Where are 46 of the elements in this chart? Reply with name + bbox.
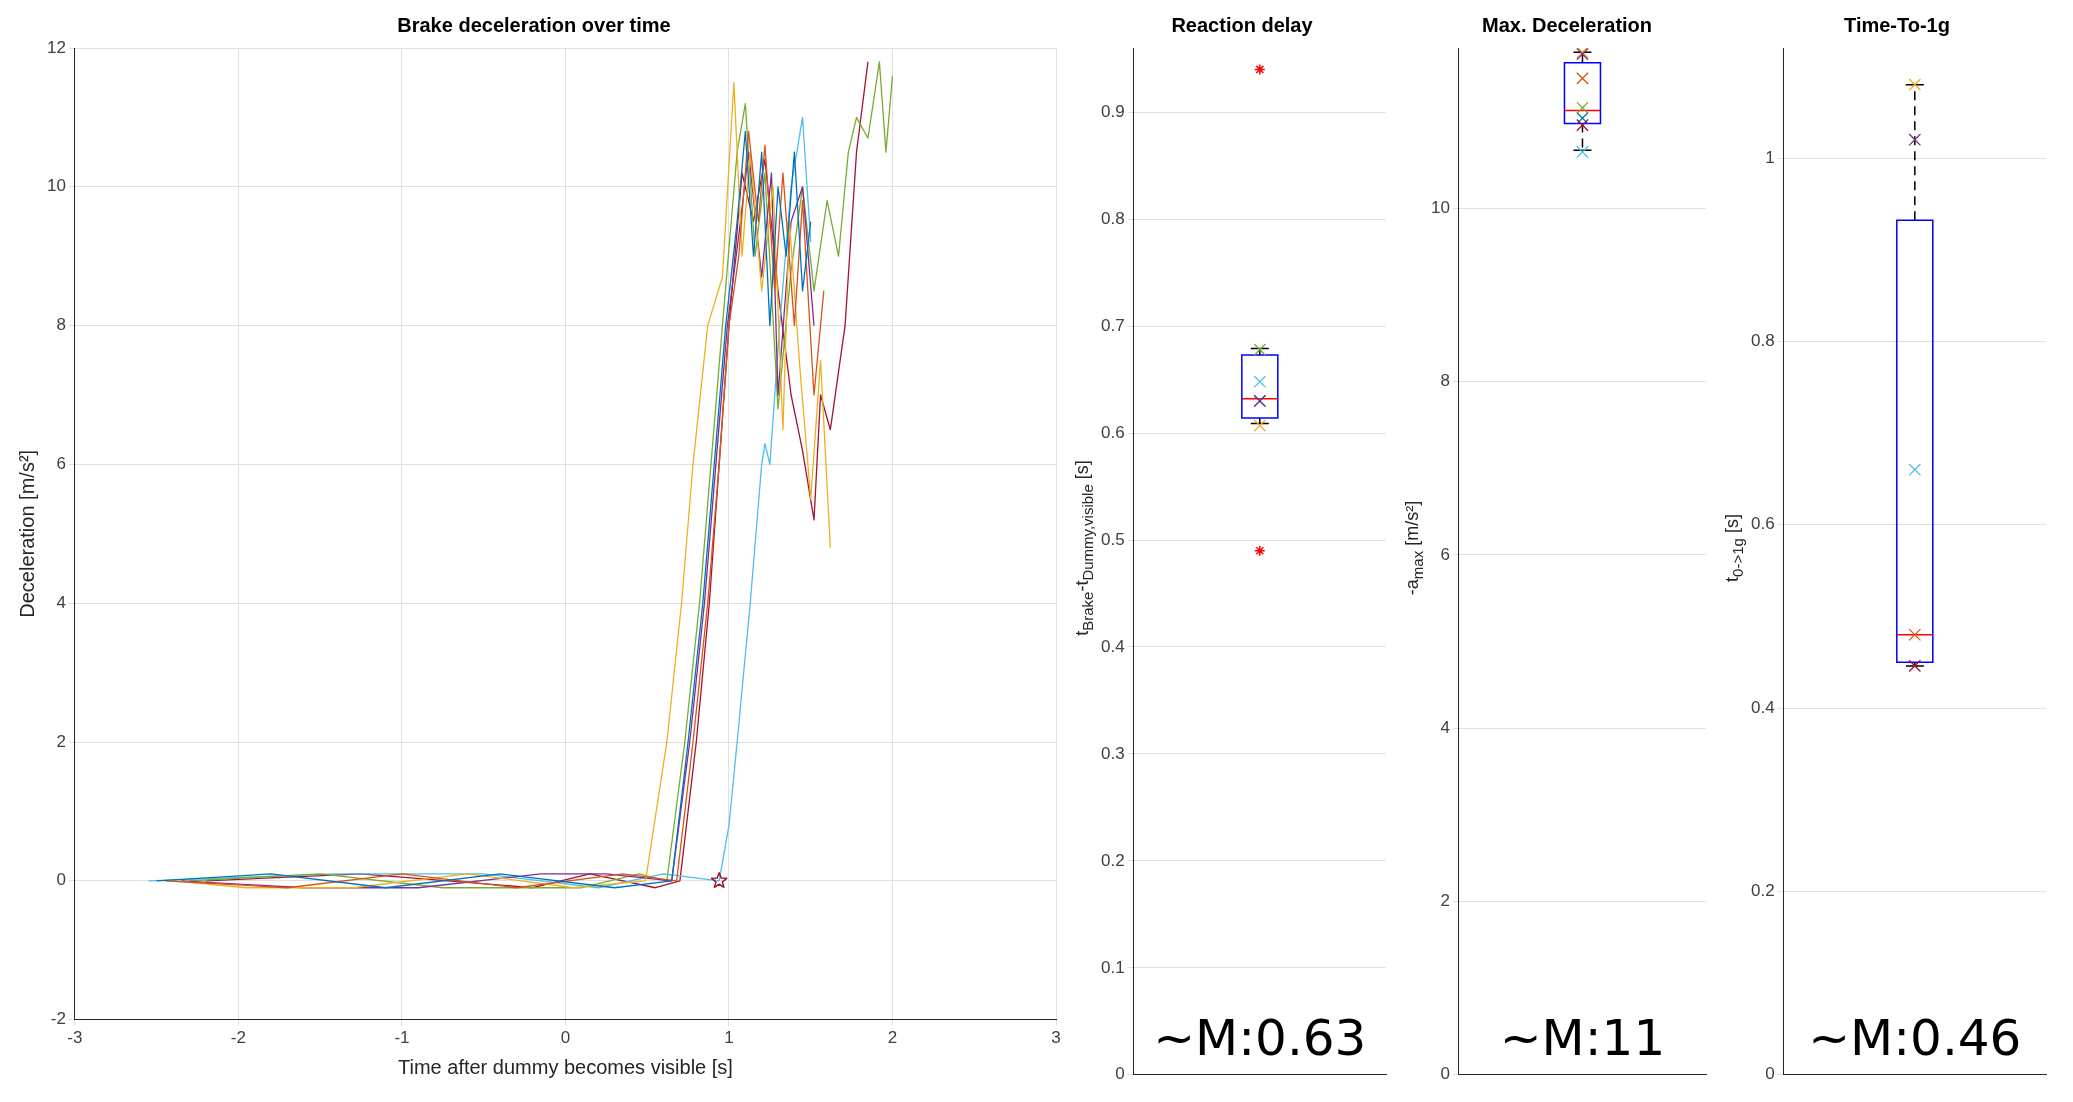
y-tick-label: 4 bbox=[56, 592, 66, 612]
x-tick-label: 3 bbox=[1051, 1028, 1061, 1048]
x-tick-label: 1 bbox=[724, 1028, 734, 1048]
y-tick-label: 10 bbox=[1430, 197, 1450, 217]
y-tick-label: 0.6 bbox=[1100, 422, 1125, 442]
y-tick-label: 0.8 bbox=[1750, 331, 1775, 351]
annotation: ~M:11 bbox=[1499, 1008, 1666, 1067]
y-tick-label: 0 bbox=[1440, 1064, 1450, 1084]
y-tick-label: 0.2 bbox=[1100, 850, 1125, 870]
y-tick-label: 0.3 bbox=[1100, 743, 1125, 763]
x-axis-title: Time after dummy becomes visible [s] bbox=[397, 1055, 733, 1078]
x-tick-label: -3 bbox=[67, 1028, 83, 1048]
y-tick-label: 8 bbox=[56, 315, 66, 335]
x-tick-label: 0 bbox=[560, 1028, 571, 1048]
x-tick-label: -2 bbox=[230, 1028, 246, 1048]
y-tick-label: 2 bbox=[56, 731, 66, 751]
y-tick-label: 0.8 bbox=[1100, 208, 1125, 228]
chart-title: Reaction delay bbox=[1171, 13, 1314, 36]
chart-title: Brake deceleration over time bbox=[397, 13, 671, 36]
y-tick-label: 0.9 bbox=[1100, 101, 1125, 121]
annotation: ~M:0.46 bbox=[1808, 1008, 2022, 1067]
x-tick-label: 2 bbox=[887, 1028, 898, 1048]
y-tick-label: 4 bbox=[1440, 717, 1450, 737]
y-tick-label: 6 bbox=[1440, 544, 1450, 564]
y-tick-label: 8 bbox=[1440, 371, 1450, 391]
y-tick-label: 10 bbox=[46, 176, 66, 196]
y-tick-label: 6 bbox=[56, 454, 66, 474]
y-tick-label: 0.6 bbox=[1750, 514, 1775, 534]
y-tick-label: 0.5 bbox=[1100, 529, 1125, 549]
y-tick-label: 0.1 bbox=[1100, 957, 1125, 977]
y-tick-label: 0.2 bbox=[1750, 881, 1775, 901]
annotation: ~M:0.63 bbox=[1153, 1008, 1367, 1067]
y-tick-label: 0.4 bbox=[1750, 697, 1775, 717]
y-axis-title: Deceleration [m/s²] bbox=[15, 449, 38, 618]
y-tick-label: 0 bbox=[56, 870, 66, 890]
y-tick-label: 0.4 bbox=[1100, 636, 1125, 656]
chart-title: Time-To-1g bbox=[1844, 13, 1950, 36]
y-tick-label: 2 bbox=[1440, 891, 1450, 911]
y-tick-label: 0.7 bbox=[1100, 315, 1125, 335]
y-tick-label: 0 bbox=[1765, 1064, 1775, 1084]
y-tick-label: -2 bbox=[50, 1009, 66, 1029]
y-tick-label: 12 bbox=[46, 37, 66, 57]
x-tick-label: -1 bbox=[394, 1028, 410, 1048]
y-tick-label: 0 bbox=[1115, 1064, 1125, 1084]
y-tick-label: 1 bbox=[1765, 147, 1775, 167]
chart-title: Max. Deceleration bbox=[1481, 13, 1653, 36]
